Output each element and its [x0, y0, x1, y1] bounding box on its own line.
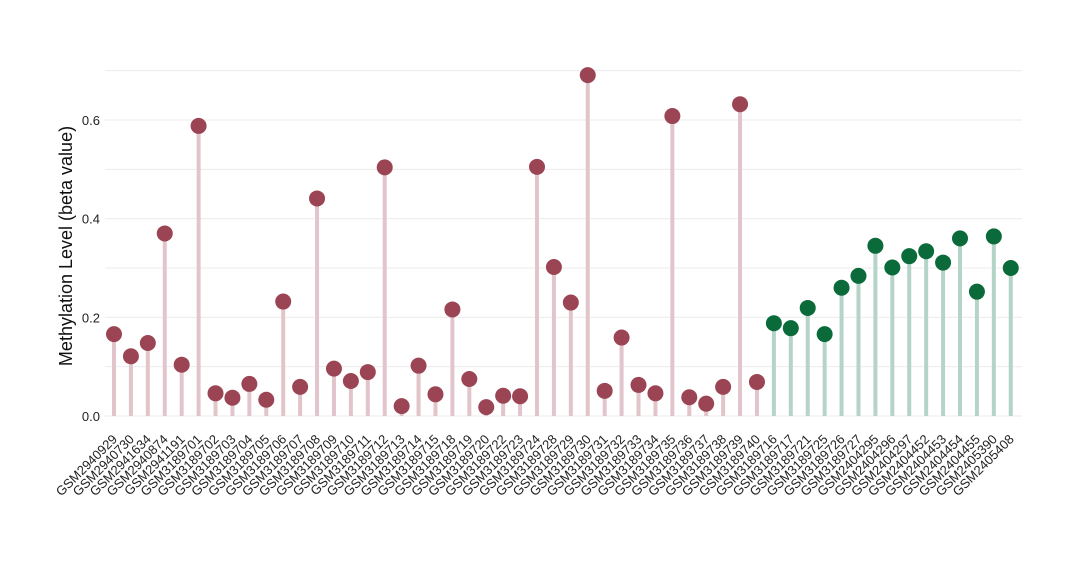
- lollipop-point: [664, 108, 681, 125]
- y-tick-label: 0.4: [82, 212, 100, 227]
- lollipop-point: [376, 159, 393, 176]
- lollipop-point: [952, 230, 968, 247]
- lollipop-point: [156, 225, 173, 242]
- lollipop-point: [968, 283, 985, 300]
- lollipop-point: [359, 364, 376, 381]
- lollipop-point: [698, 395, 715, 412]
- lollipop-point: [647, 385, 664, 402]
- y-axis-label: Methylation Level (beta value): [56, 126, 76, 366]
- lollipop-point: [106, 326, 122, 343]
- lollipop-point: [309, 190, 326, 207]
- lollipop-point: [867, 237, 884, 254]
- lollipop-point: [816, 326, 833, 343]
- lollipop-point: [190, 117, 207, 134]
- lollipop-point: [833, 279, 850, 296]
- lollipop-point: [884, 259, 901, 276]
- lollipop-point: [292, 378, 309, 395]
- grid-layer: [105, 70, 1022, 417]
- y-tick-label: 0.6: [82, 113, 100, 128]
- lollipop-point: [342, 372, 359, 389]
- lollipop-point: [478, 399, 495, 416]
- lollipop-point: [901, 248, 918, 265]
- lollipop-point: [715, 378, 732, 395]
- lollipop-point: [444, 301, 461, 318]
- y-axis-ticks: 0.0 0.2 0.4 0.6: [82, 113, 100, 424]
- lollipop-point: [224, 389, 241, 406]
- lollipop-point: [748, 373, 765, 390]
- lollipop-point: [275, 293, 292, 310]
- lollipop-point: [562, 294, 579, 311]
- lollipop-point: [393, 398, 410, 415]
- lollipop-point: [850, 267, 867, 284]
- lollipop-point: [782, 320, 799, 337]
- lollipop-point: [765, 315, 782, 332]
- lollipop-point: [241, 375, 258, 392]
- lollipop-point: [918, 243, 935, 260]
- point-layer: [106, 67, 1019, 416]
- lollipop-point: [512, 388, 529, 405]
- lollipop-point: [122, 348, 139, 365]
- lollipop-point: [799, 299, 816, 316]
- lollipop-point: [173, 356, 190, 373]
- lollipop-point: [139, 334, 156, 351]
- lollipop-point: [427, 386, 444, 403]
- x-axis-ticks: GSM2940929GSM2940730GSM2941634GSM2940874…: [53, 432, 1017, 499]
- lollipop-point: [935, 254, 952, 271]
- lollipop-point: [596, 382, 613, 399]
- lollipop-point: [630, 376, 647, 393]
- y-tick-label: 0.2: [82, 310, 100, 325]
- lollipop-point: [207, 385, 224, 402]
- lollipop-point: [461, 371, 478, 387]
- lollipop-point: [579, 67, 596, 84]
- lollipop-point: [410, 357, 427, 374]
- lollipop-point: [1002, 260, 1019, 276]
- lollipop-point: [732, 96, 749, 113]
- lollipop-point: [681, 389, 698, 406]
- lollipop-point: [258, 391, 275, 408]
- y-tick-label: 0.0: [82, 409, 100, 424]
- lollipop-point: [529, 158, 545, 175]
- lollipop-point: [985, 228, 1002, 245]
- lollipop-point: [545, 259, 562, 276]
- lollipop-point: [613, 329, 630, 346]
- lollipop-point: [495, 387, 512, 404]
- lollipop-point: [325, 360, 342, 377]
